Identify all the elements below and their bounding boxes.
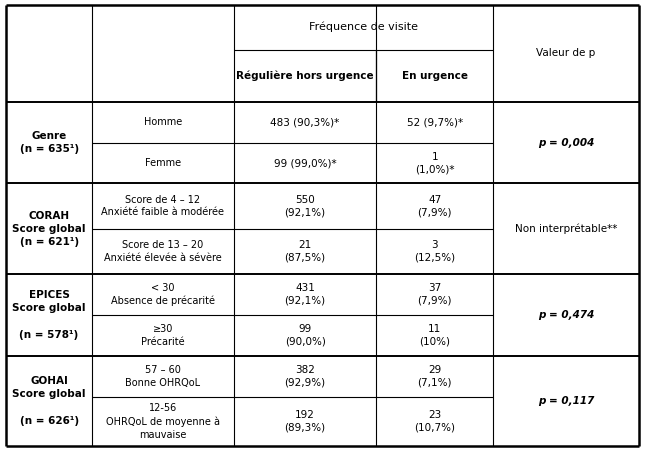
Text: 431
(92,1%): 431 (92,1%) [284, 283, 326, 306]
Text: Homme: Homme [144, 117, 182, 127]
Text: 37
(7,9%): 37 (7,9%) [417, 283, 452, 306]
Text: 483 (90,3%)*: 483 (90,3%)* [270, 117, 340, 127]
Text: Fréquence de visite: Fréquence de visite [309, 22, 418, 32]
Text: Régulière hors urgence: Régulière hors urgence [236, 70, 374, 81]
Text: 1
(1,0%)*: 1 (1,0%)* [415, 152, 455, 175]
Text: 550
(92,1%): 550 (92,1%) [284, 195, 326, 217]
Text: 23
(10,7%): 23 (10,7%) [414, 410, 455, 433]
Text: 11
(10%): 11 (10%) [419, 324, 450, 347]
Text: Non interprétable**: Non interprétable** [515, 224, 617, 234]
Text: 3
(12,5%): 3 (12,5%) [414, 240, 455, 263]
Text: p = 0,117: p = 0,117 [538, 396, 594, 406]
Text: 12-56
OHRQoL de moyenne à
mauvaise: 12-56 OHRQoL de moyenne à mauvaise [106, 403, 220, 440]
Text: Valeur de p: Valeur de p [536, 48, 595, 58]
Text: 29
(7,1%): 29 (7,1%) [417, 365, 452, 387]
Text: 192
(89,3%): 192 (89,3%) [284, 410, 326, 433]
Text: CORAH
Score global
(n = 621¹): CORAH Score global (n = 621¹) [12, 211, 86, 247]
Text: Score de 13 – 20
Anxiété élevée à sévère: Score de 13 – 20 Anxiété élevée à sévère [104, 240, 222, 263]
Text: 99 (99,0%)*: 99 (99,0%)* [274, 158, 337, 168]
Text: Genre
(n = 635¹): Genre (n = 635¹) [19, 131, 79, 154]
Text: 52 (9,7%)*: 52 (9,7%)* [406, 117, 462, 127]
Text: 382
(92,9%): 382 (92,9%) [284, 365, 326, 387]
Text: GOHAI
Score global

(n = 626¹): GOHAI Score global (n = 626¹) [12, 376, 86, 426]
Text: 21
(87,5%): 21 (87,5%) [284, 240, 326, 263]
Text: < 30
Absence de précarité: < 30 Absence de précarité [111, 283, 215, 306]
Text: Score de 4 – 12
Anxiété faible à modérée: Score de 4 – 12 Anxiété faible à modérée [101, 195, 224, 217]
Text: 57 – 60
Bonne OHRQoL: 57 – 60 Bonne OHRQoL [125, 365, 201, 387]
Text: En urgence: En urgence [402, 71, 468, 81]
Text: 47
(7,9%): 47 (7,9%) [417, 195, 452, 217]
Text: 99
(90,0%): 99 (90,0%) [284, 324, 326, 347]
Text: ≥30
Précarité: ≥30 Précarité [141, 324, 184, 347]
Text: p = 0,004: p = 0,004 [538, 138, 594, 147]
Text: EPICES
Score global

(n = 578¹): EPICES Score global (n = 578¹) [12, 290, 86, 340]
Text: Femme: Femme [145, 158, 181, 168]
Text: p = 0,474: p = 0,474 [538, 310, 594, 320]
